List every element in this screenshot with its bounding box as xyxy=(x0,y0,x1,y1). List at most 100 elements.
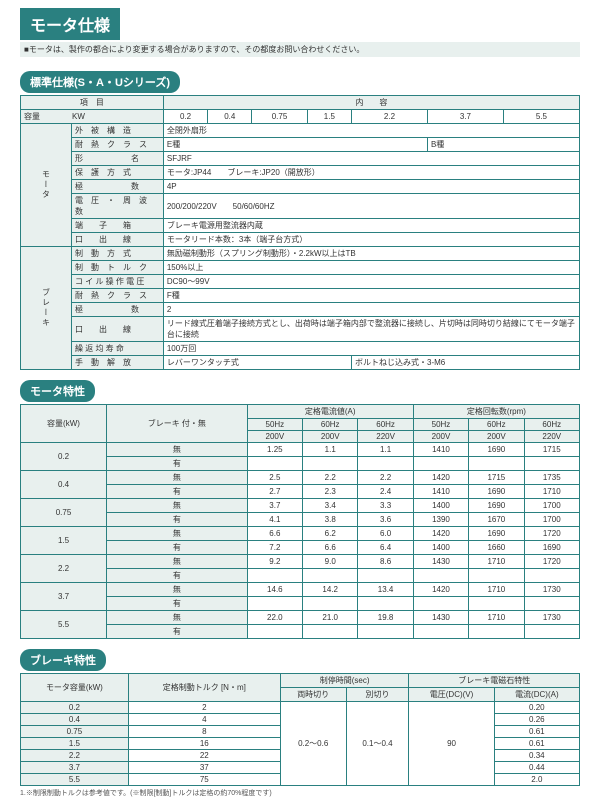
row-val: 2 xyxy=(163,303,579,317)
brake-without: 無 xyxy=(107,611,248,625)
value-cell: 1420 xyxy=(413,471,468,485)
value-cell xyxy=(413,597,468,611)
cap-cell: 5.5 xyxy=(503,110,579,124)
value-cell xyxy=(247,457,302,471)
hdr-a: 電流(DC)(A) xyxy=(494,688,579,702)
brake-with: 有 xyxy=(107,625,248,639)
time2-cell: 0.1〜0.4 xyxy=(346,702,409,786)
sub-hz: 60Hz xyxy=(303,419,358,431)
value-cell: 14.2 xyxy=(303,583,358,597)
value-cell xyxy=(524,597,579,611)
cap-cell: 1.5 xyxy=(21,738,129,750)
section-standard: 標準仕様(S・A・Uシリーズ) xyxy=(20,71,180,93)
cap-cell: 0.4 xyxy=(208,110,252,124)
sub-hz: 60Hz xyxy=(358,419,413,431)
hdr-cap: 容量(kW) xyxy=(21,405,107,443)
value-cell: 1660 xyxy=(469,541,524,555)
hdr-cap: モータ容量(kW) xyxy=(21,674,129,702)
value-cell xyxy=(524,457,579,471)
sub-v: 200V xyxy=(303,431,358,443)
cap-cell: 5.5 xyxy=(21,774,129,786)
value-cell: 14.6 xyxy=(247,583,302,597)
value-cell: 1430 xyxy=(413,611,468,625)
row-label: 耐 熱 ク ラ ス xyxy=(72,138,164,152)
amp-cell: 0.44 xyxy=(494,762,579,774)
amp-cell: 0.20 xyxy=(494,702,579,714)
value-cell: 1420 xyxy=(413,583,468,597)
value-cell xyxy=(303,457,358,471)
value-cell: 6.6 xyxy=(303,541,358,555)
row-val: SFJRF xyxy=(163,152,579,166)
row-val: B種 xyxy=(427,138,579,152)
value-cell: 3.3 xyxy=(358,499,413,513)
row-val: 全閉外扇形 xyxy=(163,124,579,138)
row-label: 極 数 xyxy=(72,303,164,317)
cap-cell: 0.75 xyxy=(21,726,129,738)
row-label: 制 動 方 式 xyxy=(72,247,164,261)
amp-cell: 2.0 xyxy=(494,774,579,786)
cap-cell: 1.5 xyxy=(307,110,351,124)
value-cell: 7.2 xyxy=(247,541,302,555)
value-cell: 9.2 xyxy=(247,555,302,569)
brake-with: 有 xyxy=(107,597,248,611)
hdr-mag: ブレーキ電磁石特性 xyxy=(409,674,580,688)
brake-without: 無 xyxy=(107,499,248,513)
value-cell: 1730 xyxy=(524,611,579,625)
brake-footnote: 1.※制限制動トルクは参考値です。(※制限[制動]トルクは定格の約70%程度です… xyxy=(20,788,580,798)
value-cell xyxy=(247,569,302,583)
torque-cell: 2 xyxy=(128,702,280,714)
brake-with: 有 xyxy=(107,513,248,527)
value-cell: 1400 xyxy=(413,499,468,513)
value-cell xyxy=(469,457,524,471)
row-val: 200/200/220V 50/60/60HZ xyxy=(163,194,579,219)
brake-with: 有 xyxy=(107,569,248,583)
hdr-content: 内 容 xyxy=(163,96,579,110)
row-label: 耐 熱 ク ラ ス xyxy=(72,289,164,303)
cap-cell: 3.7 xyxy=(21,762,129,774)
value-cell: 3.7 xyxy=(247,499,302,513)
cap-cell: 2.2 xyxy=(21,750,129,762)
cap-cell: 2.2 xyxy=(352,110,428,124)
torque-cell: 22 xyxy=(128,750,280,762)
hdr-torque: 定格制動トルク [N・m] xyxy=(128,674,280,702)
value-cell: 1400 xyxy=(413,541,468,555)
row-label: コ イ ル 操 作 電 圧 xyxy=(72,275,164,289)
cap-cell: 0.2 xyxy=(21,443,107,471)
page-title: モータ仕様 xyxy=(20,8,120,40)
value-cell xyxy=(469,569,524,583)
value-cell: 1690 xyxy=(469,485,524,499)
value-cell: 1720 xyxy=(524,527,579,541)
motor-char-table: 容量(kW) ブレーキ 付・無 定格電流値(A) 定格回転数(rpm) 50Hz… xyxy=(20,404,580,639)
brake-with: 有 xyxy=(107,457,248,471)
value-cell: 1690 xyxy=(469,527,524,541)
value-cell: 1710 xyxy=(469,611,524,625)
sub-hz: 60Hz xyxy=(524,419,579,431)
amp-cell: 0.34 xyxy=(494,750,579,762)
value-cell: 3.4 xyxy=(303,499,358,513)
sub-hz: 50Hz xyxy=(413,419,468,431)
row-label: 外 被 構 造 xyxy=(72,124,164,138)
motor-group: モータ xyxy=(21,124,72,247)
row-val: モータリード本数：3本（端子台方式） xyxy=(163,233,579,247)
value-cell: 4.1 xyxy=(247,513,302,527)
value-cell: 1430 xyxy=(413,555,468,569)
value-cell: 1730 xyxy=(524,583,579,597)
value-cell: 1.25 xyxy=(247,443,302,457)
row-label: 形 名 xyxy=(72,152,164,166)
row-val: レバーワンタッチ式 xyxy=(163,356,351,370)
row-label: 制 動 ト ル ク xyxy=(72,261,164,275)
value-cell: 1710 xyxy=(524,485,579,499)
row-label: 電 圧 ・ 周 波 数 xyxy=(72,194,164,219)
row-val: モータ:JP44 ブレーキ:JP20（開放形） xyxy=(163,166,579,180)
brake-without: 無 xyxy=(107,555,248,569)
cap-cell: 3.7 xyxy=(21,583,107,611)
brake-without: 無 xyxy=(107,527,248,541)
value-cell: 1715 xyxy=(524,443,579,457)
row-label: 口 出 線 xyxy=(72,317,164,342)
value-cell: 13.4 xyxy=(358,583,413,597)
brake-without: 無 xyxy=(107,471,248,485)
section-brake-char: ブレーキ特性 xyxy=(20,649,106,671)
cap-cell: 3.7 xyxy=(427,110,503,124)
value-cell: 2.2 xyxy=(358,471,413,485)
hdr-cur: 定格電流値(A) xyxy=(247,405,413,419)
